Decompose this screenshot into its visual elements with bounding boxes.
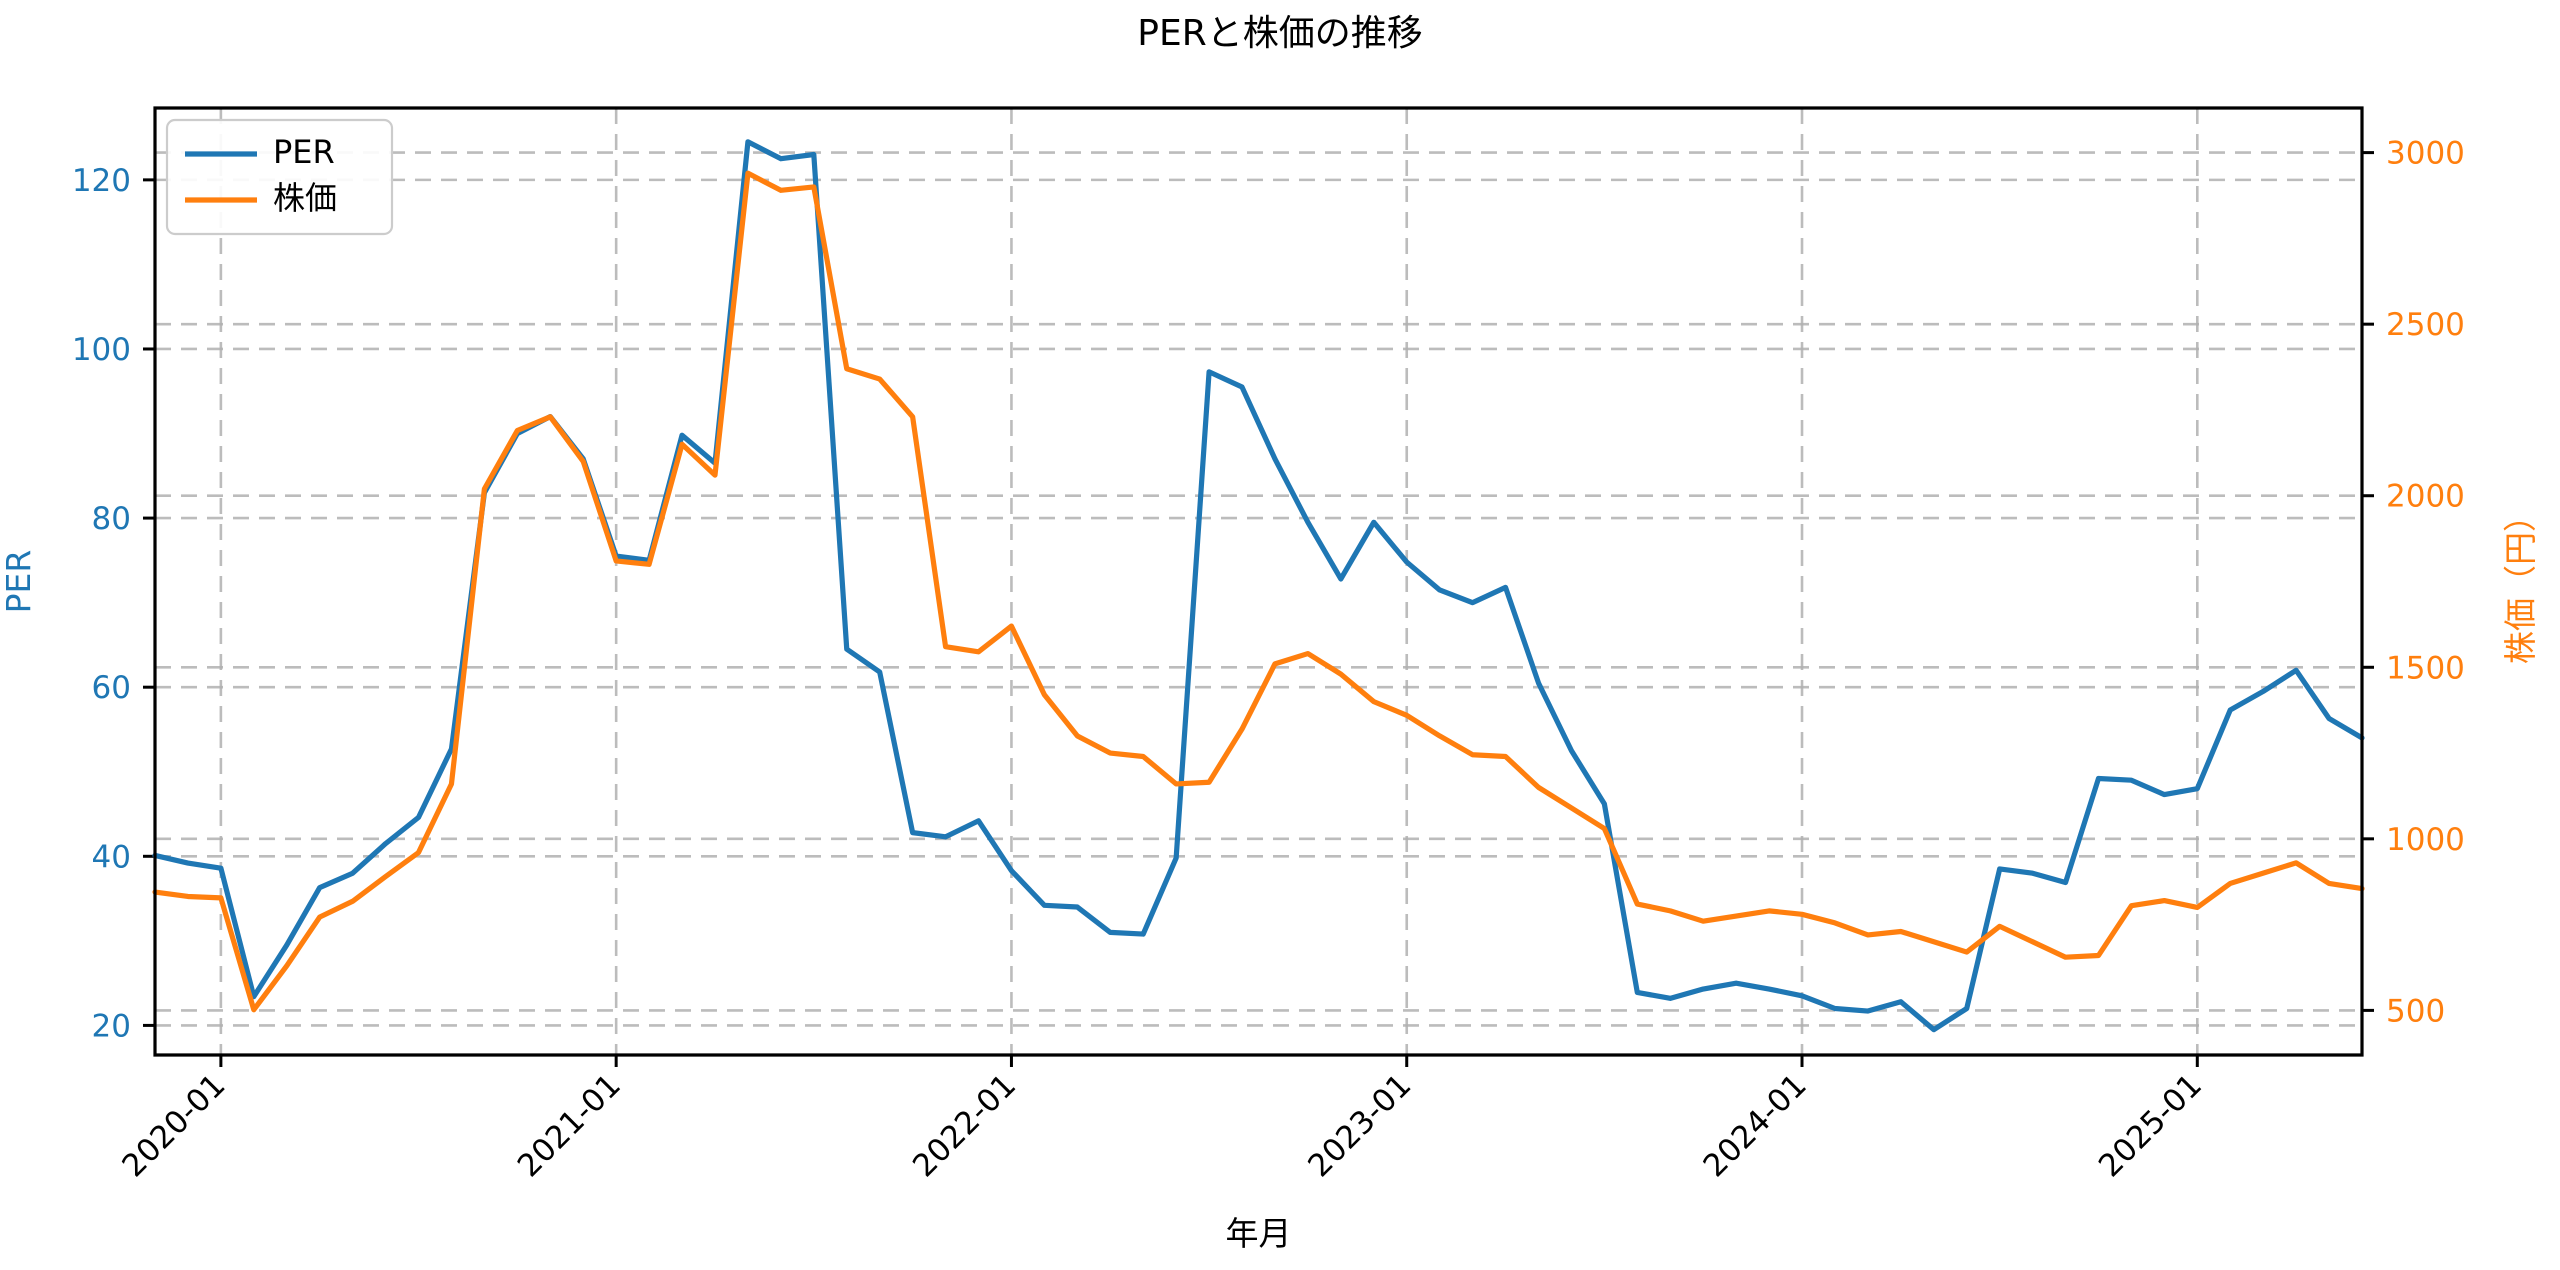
legend-label-kabuka: 株価 <box>273 179 337 217</box>
legend-background <box>165 118 394 236</box>
y-axis-right-tick: 2500 <box>2386 307 2465 343</box>
y-axis-left-label: PER <box>0 550 38 614</box>
y-axis-right-tick-labels: 500 1000 1500 2000 2500 3000 <box>2386 136 2465 1030</box>
grid-lines <box>155 108 2362 1055</box>
y-axis-left-tick-labels: 20 40 60 80 100 120 <box>72 163 131 1045</box>
axis-ticks <box>143 151 2374 1067</box>
y-axis-left-tick: 120 <box>72 163 131 199</box>
y-axis-right-tick: 3000 <box>2386 136 2465 172</box>
series-line-kabuka <box>152 170 2365 1013</box>
y-axis-left-tick: 60 <box>92 670 131 706</box>
y-axis-right-tick: 1500 <box>2386 650 2465 686</box>
y-axis-right-tick: 500 <box>2386 993 2445 1029</box>
chart-title: PERと株価の推移 <box>1137 13 1422 54</box>
plot-frame <box>153 106 2364 1057</box>
y-axis-left-tick: 40 <box>92 839 131 875</box>
y-axis-right-label: 株価（円） <box>2501 499 2540 664</box>
y-axis-left-tick: 100 <box>72 332 131 368</box>
y-axis-right-tick: 2000 <box>2386 479 2465 515</box>
data-series <box>152 139 2365 1033</box>
legend-label-per: PER <box>273 133 335 171</box>
chart-legend[interactable]: PER 株価 <box>165 118 394 236</box>
y-axis-left-tick: 80 <box>92 501 131 537</box>
y-axis-left-tick: 20 <box>92 1008 131 1044</box>
y-axis-right-tick: 1000 <box>2386 822 2465 858</box>
x-axis-label: 年月 <box>1226 1214 1292 1253</box>
